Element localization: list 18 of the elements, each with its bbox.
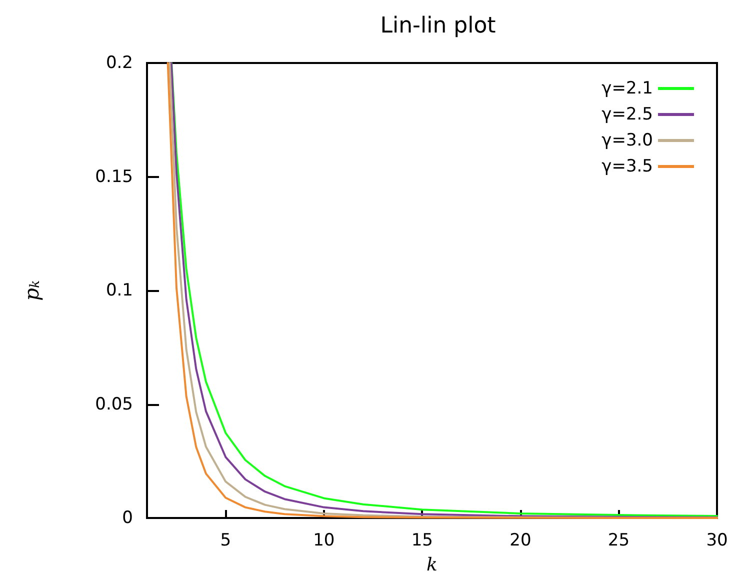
y-tick-label: 0.05 bbox=[95, 394, 133, 414]
legend-label: γ=2.5 bbox=[602, 104, 653, 124]
x-axis-title: k bbox=[426, 554, 438, 576]
x-tick-label: 30 bbox=[706, 530, 728, 550]
y-axis-title: pk bbox=[20, 280, 44, 301]
y-tick-label: 0.15 bbox=[95, 166, 133, 187]
legend-label: γ=2.1 bbox=[602, 78, 653, 98]
y-tick-label: 0 bbox=[122, 508, 133, 528]
y-tick-label: 0.2 bbox=[106, 53, 133, 73]
x-tick-label: 20 bbox=[510, 530, 532, 550]
x-tick-label: 15 bbox=[411, 530, 433, 550]
legend-label: γ=3.5 bbox=[602, 156, 653, 176]
chart-title: Lin-lin plot bbox=[380, 14, 496, 38]
legend-label: γ=3.0 bbox=[602, 130, 653, 150]
y-tick-label: 0.1 bbox=[106, 280, 133, 300]
x-tick-label: 10 bbox=[313, 530, 335, 550]
x-tick-label: 25 bbox=[608, 530, 630, 550]
x-tick-label: 5 bbox=[220, 530, 232, 550]
